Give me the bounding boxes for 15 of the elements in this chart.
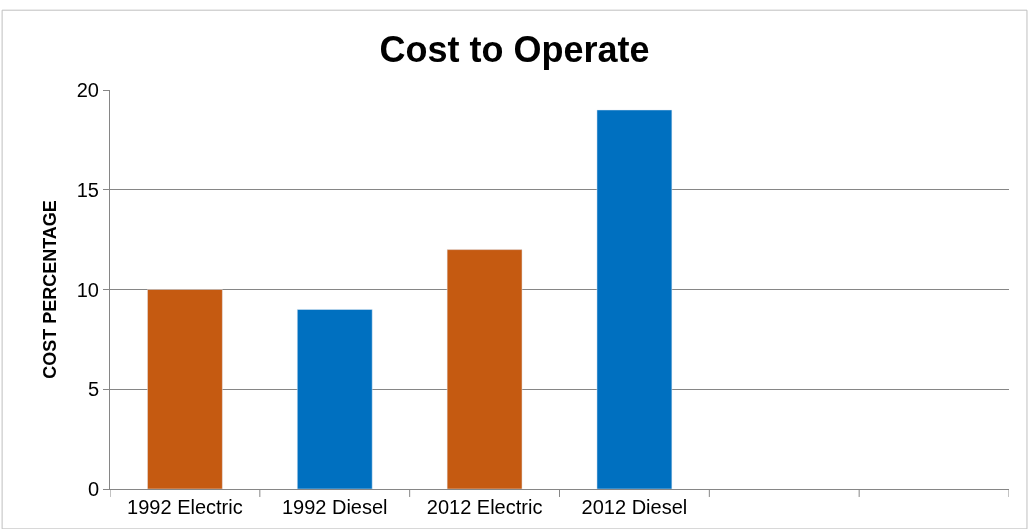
- y-tick-label: 0: [87, 478, 99, 500]
- y-tick-label: 10: [76, 278, 99, 301]
- y-tick-label: 15: [76, 178, 99, 201]
- x-tick-label: 2012 Electric: [426, 496, 543, 518]
- x-tick-label: 1992 Electric: [127, 496, 243, 518]
- bar: [147, 289, 223, 489]
- bar: [297, 309, 373, 489]
- chart-title: Cost to Operate: [379, 29, 650, 71]
- y-tick-label: 5: [87, 378, 99, 401]
- bar: [596, 109, 673, 489]
- bar: [446, 249, 523, 489]
- x-tick-label: 1992 Diesel: [281, 496, 388, 518]
- x-tick-label: 2012 Diesel: [581, 496, 688, 518]
- y-tick-label: 20: [76, 79, 99, 101]
- y-axis-title: COST PERCENTAGE: [39, 200, 60, 379]
